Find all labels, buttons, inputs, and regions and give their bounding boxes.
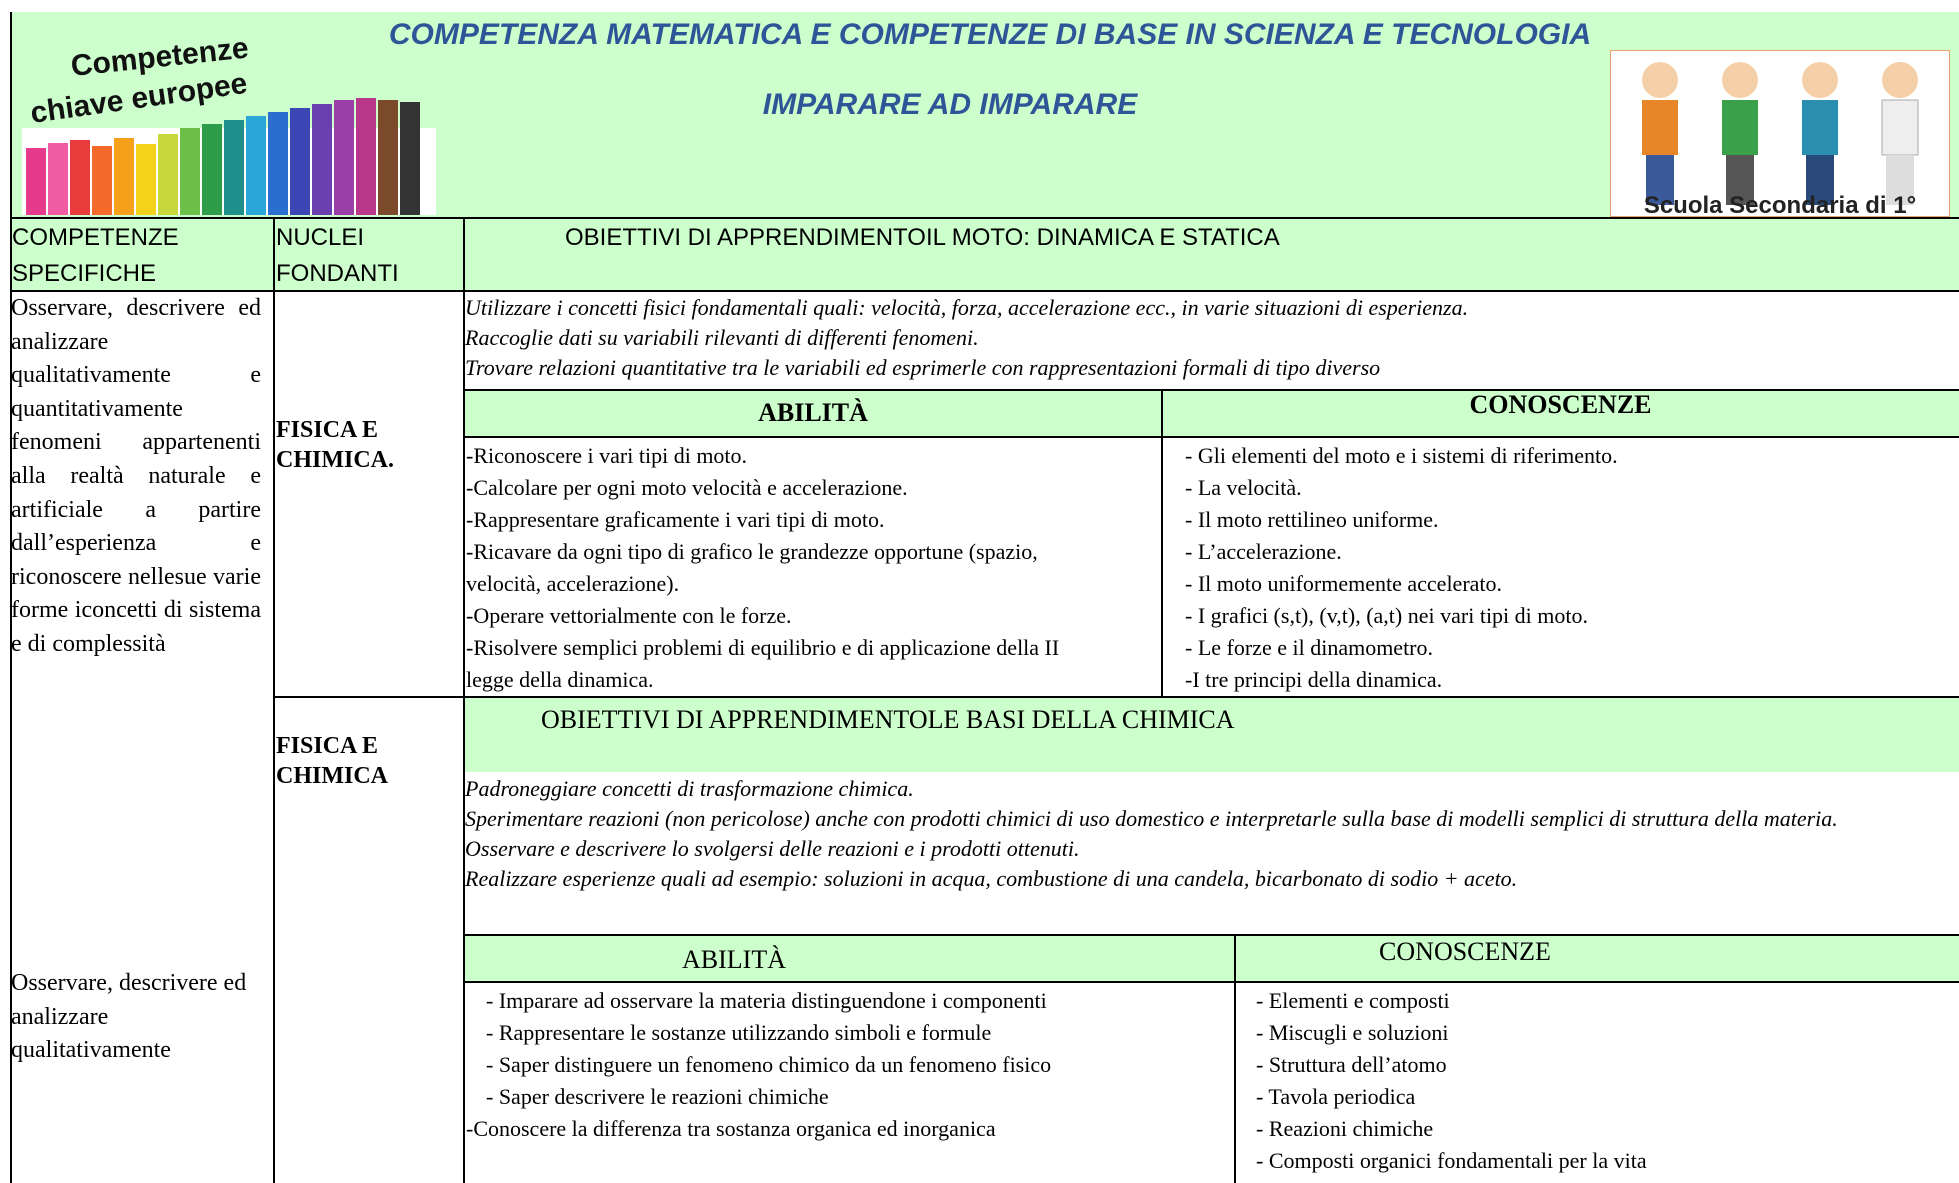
abilita-item: -Calcolare per ogni moto velocità e acce… <box>466 475 908 500</box>
rule <box>273 217 275 1183</box>
rule <box>1234 934 1236 1183</box>
abilita-item: - Saper descrivere le reazioni chimiche <box>486 1084 829 1109</box>
conoscenze-item: - La velocità. <box>1185 475 1302 500</box>
objective: Sperimentare reazioni (non pericolose) a… <box>465 806 1838 831</box>
abilita-list: - Imparare ad osservare la materia disti… <box>466 985 1226 1145</box>
conoscenze-item: - L’accelerazione. <box>1185 539 1342 564</box>
abilita-item: -Conoscere la differenza tra sostanza or… <box>466 1116 996 1141</box>
conoscenze-item: - Struttura dell’atomo <box>1256 1052 1447 1077</box>
section-heading: OBIETTIVI DI APPRENDIMENTOLE BASI DELLA … <box>541 705 1235 734</box>
conoscenze-item: - Le forze e il dinamometro. <box>1185 635 1434 660</box>
column-header: COMPETENZE SPECIFICHE <box>12 224 179 287</box>
rule <box>10 217 12 1183</box>
objectives: Utilizzare i concetti fisici fondamental… <box>465 293 1955 383</box>
conoscenze-item: - Reazioni chimiche <box>1256 1116 1434 1141</box>
abilita-header: ABILITÀ <box>682 945 786 974</box>
rule <box>464 436 1959 438</box>
rule <box>1161 389 1163 697</box>
rule <box>10 290 1959 292</box>
rule <box>10 217 1959 219</box>
rule <box>464 934 1959 936</box>
conoscenze-item: -I tre principi della dinamica. <box>1185 667 1443 692</box>
abilita-list: -Riconoscere i vari tipi di moto. -Calcol… <box>466 440 1106 696</box>
conoscenze-item: - Elementi e composti <box>1256 988 1450 1013</box>
column-header: OBIETTIVI DI APPRENDIMENTOIL MOTO: DINAM… <box>565 224 1280 251</box>
competenza: Osservare, descrivere ed analizzare qual… <box>11 295 261 657</box>
logo-text: chiave europee <box>28 67 249 130</box>
objective: Padroneggiare concetti di trasformazione… <box>465 776 914 801</box>
abilita-item: -Operare vettorialmente con le forze. <box>466 603 792 628</box>
objective: Osservare e descrivere lo svolgersi dell… <box>465 836 1080 861</box>
conoscenze-item: - Composti organici fondamentali per la … <box>1256 1148 1647 1173</box>
objective: Raccoglie dati su variabili rilevanti di… <box>465 325 979 350</box>
conoscenze-list: - Elementi e composti - Miscugli e soluzi… <box>1256 985 1946 1177</box>
nucleo: FISICA E CHIMICA <box>276 733 388 789</box>
rule <box>463 217 465 1183</box>
objective: Utilizzare i concetti fisici fondamental… <box>465 295 1469 320</box>
objectives: Padroneggiare concetti di trasformazione… <box>465 774 1925 894</box>
header-row <box>10 217 1959 291</box>
abilita-item: -Risolvere semplici problemi di equilibr… <box>466 635 1060 692</box>
abilita-header: ABILITÀ <box>758 398 868 427</box>
competenza: Osservare, descrivere ed analizzare qual… <box>11 970 247 1064</box>
sub-header <box>464 935 1959 982</box>
conoscenze-item: - I grafici (s,t), (v,t), (a,t) nei vari… <box>1185 603 1589 628</box>
abilita-item: - Imparare ad osservare la materia disti… <box>486 988 1047 1013</box>
badge-image: Scuola Secondaria di 1° <box>1610 50 1950 217</box>
title: COMPETENZA MATEMATICA E COMPETENZE DI BA… <box>388 18 1592 51</box>
badge-text: Scuola Secondaria di 1° <box>1644 192 1916 217</box>
abilita-item: - Saper distinguere un fenomeno chimico … <box>486 1052 1052 1077</box>
column-header: NUCLEI FONDANTI <box>276 224 399 287</box>
abilita-item: -Rappresentare graficamente i vari tipi … <box>466 507 885 532</box>
conoscenze-item: - Il moto rettilineo uniforme. <box>1185 507 1439 532</box>
conoscenze-item: - Tavola periodica <box>1256 1084 1416 1109</box>
conoscenze-header: CONOSCENZE <box>1469 390 1652 419</box>
objective: Realizzare esperienze quali ad esempio: … <box>465 866 1518 891</box>
rule <box>464 981 1959 983</box>
conoscenze-item: - Miscugli e soluzioni <box>1256 1020 1449 1045</box>
abilita-item: -Riconoscere i vari tipi di moto. <box>466 443 748 468</box>
rule <box>273 696 1959 698</box>
subtitle: IMPARARE AD IMPARARE <box>762 88 1138 121</box>
abilita-item: - Rappresentare le sostanze utilizzando … <box>486 1020 992 1045</box>
conoscenze-header: CONOSCENZE <box>1379 937 1551 966</box>
pencils <box>22 98 436 215</box>
heading-row <box>464 697 1959 772</box>
conoscenze-list: - Gli elementi del moto e i sistemi di r… <box>1165 440 1955 696</box>
conoscenze-item: - Il moto uniformemente accelerato. <box>1185 571 1503 596</box>
rule <box>464 389 1959 391</box>
logo: Competenze chiave europee <box>22 31 436 215</box>
objective: Trovare relazioni quantitative tra le va… <box>465 355 1381 380</box>
conoscenze-item: - Gli elementi del moto e i sistemi di r… <box>1185 443 1618 468</box>
nucleo: FISICA E CHIMICA. <box>276 417 394 473</box>
abilita-item: -Ricavare da ogni tipo di grafico le gra… <box>466 539 1038 596</box>
sub-header <box>464 390 1959 437</box>
